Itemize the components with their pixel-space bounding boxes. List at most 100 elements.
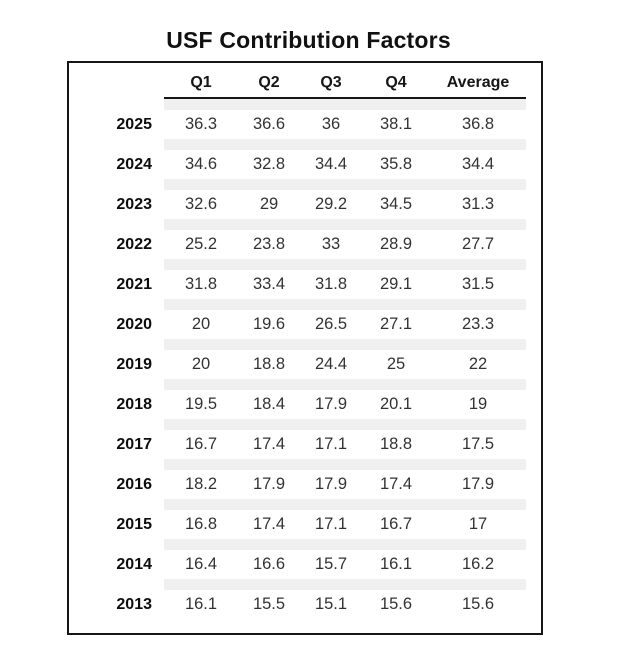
- cell-q3: 36: [321, 115, 341, 133]
- separator-spacer: [69, 419, 164, 430]
- table-container: Q1 Q2 Q3 Q4 Average 2025 36.3 36.6 36 38…: [67, 61, 543, 635]
- separator-spacer: [69, 299, 164, 310]
- table-row: 2023 32.6 29 29.2 34.5 31.3: [69, 190, 526, 219]
- separator-band: [164, 259, 526, 270]
- usf-contribution-table: Q1 Q2 Q3 Q4 Average 2025 36.3 36.6 36 38…: [69, 71, 526, 619]
- cell-q3: 17.1: [314, 515, 348, 533]
- cell-q2: 32.8: [252, 155, 286, 173]
- cell-average: 22: [468, 355, 488, 373]
- row-separator: [69, 499, 526, 510]
- cell-q1: 20: [191, 355, 211, 373]
- cell-q1: 19.5: [184, 395, 218, 413]
- table-row: 2013 16.1 15.5 15.1 15.6 15.6: [69, 590, 526, 619]
- cell-q4: 18.8: [379, 435, 413, 453]
- cell-q1: 34.6: [184, 155, 218, 173]
- table-row: 2018 19.5 18.4 17.9 20.1 19: [69, 390, 526, 419]
- separator-spacer: [69, 259, 164, 270]
- cell-average: 23.3: [461, 315, 495, 333]
- row-separator: [69, 379, 526, 390]
- cell-q1: 36.3: [184, 115, 218, 133]
- row-separator: [69, 179, 526, 190]
- cell-q2: 36.6: [252, 115, 286, 133]
- separator-band: [164, 339, 526, 350]
- cell-q4: 34.5: [379, 195, 413, 213]
- cell-q2: 23.8: [252, 235, 286, 253]
- cell-q1: 16.4: [184, 555, 218, 573]
- cell-average: 31.3: [461, 195, 495, 213]
- table-row: 2021 31.8 33.4 31.8 29.1 31.5: [69, 270, 526, 299]
- table-row: 2022 25.2 23.8 33 28.9 27.7: [69, 230, 526, 259]
- cell-q2: 19.6: [252, 315, 286, 333]
- table-row: 2019 20 18.8 24.4 25 22: [69, 350, 526, 379]
- table-row: 2014 16.4 16.6 15.7 16.1 16.2: [69, 550, 526, 579]
- separator-spacer: [69, 499, 164, 510]
- separator-band: [164, 539, 526, 550]
- row-year-label: 2021: [116, 275, 152, 293]
- cell-q1: 16.1: [184, 595, 218, 613]
- row-year-label: 2020: [116, 315, 152, 333]
- row-separator: [69, 419, 526, 430]
- separator-band: [164, 179, 526, 190]
- separator-spacer: [69, 459, 164, 470]
- cell-average: 34.4: [461, 155, 495, 173]
- cell-q4: 38.1: [379, 115, 413, 133]
- cell-q2: 17.9: [252, 475, 286, 493]
- separator-spacer: [69, 139, 164, 150]
- cell-q3: 17.9: [314, 395, 348, 413]
- separator-spacer: [69, 179, 164, 190]
- row-separator: [69, 339, 526, 350]
- cell-q4: 29.1: [379, 275, 413, 293]
- cell-q3: 17.9: [314, 475, 348, 493]
- separator-band: [164, 459, 526, 470]
- row-year-label: 2022: [116, 235, 152, 253]
- table-header-row: Q1 Q2 Q3 Q4 Average: [69, 71, 526, 99]
- cell-q2: 29: [259, 195, 279, 213]
- cell-q4: 15.6: [379, 595, 413, 613]
- cell-q2: 18.4: [252, 395, 286, 413]
- cell-q2: 17.4: [252, 435, 286, 453]
- table-row: 2017 16.7 17.4 17.1 18.8 17.5: [69, 430, 526, 459]
- cell-q3: 15.7: [314, 555, 348, 573]
- row-separator: [69, 579, 526, 590]
- cell-average: 15.6: [461, 595, 495, 613]
- table-row: 2016 18.2 17.9 17.9 17.4 17.9: [69, 470, 526, 499]
- column-header-q3: Q3: [300, 71, 362, 99]
- cell-q3: 34.4: [314, 155, 348, 173]
- cell-q2: 33.4: [252, 275, 286, 293]
- cell-q1: 16.7: [184, 435, 218, 453]
- cell-q3: 15.1: [314, 595, 348, 613]
- cell-q4: 16.7: [379, 515, 413, 533]
- row-separator: [69, 299, 526, 310]
- cell-q3: 33: [321, 235, 341, 253]
- column-header-q1: Q1: [164, 71, 238, 99]
- separator-band: [164, 139, 526, 150]
- cell-q1: 16.8: [184, 515, 218, 533]
- cell-q1: 25.2: [184, 235, 218, 253]
- separator-spacer: [69, 379, 164, 390]
- cell-average: 31.5: [461, 275, 495, 293]
- row-separator: [69, 539, 526, 550]
- cell-q1: 32.6: [184, 195, 218, 213]
- cell-q4: 27.1: [379, 315, 413, 333]
- cell-q3: 26.5: [314, 315, 348, 333]
- page-title: USF Contribution Factors: [166, 27, 451, 53]
- cell-average: 36.8: [461, 115, 495, 133]
- cell-q4: 17.4: [379, 475, 413, 493]
- cell-average: 17: [468, 515, 488, 533]
- cell-q1: 31.8: [184, 275, 218, 293]
- row-year-label: 2025: [116, 115, 152, 133]
- separator-band: [164, 219, 526, 230]
- row-year-label: 2015: [116, 515, 152, 533]
- cell-q1: 18.2: [184, 475, 218, 493]
- separator-spacer: [69, 339, 164, 350]
- separator-band: [164, 499, 526, 510]
- cell-q2: 16.6: [252, 555, 286, 573]
- cell-q4: 35.8: [379, 155, 413, 173]
- row-year-label: 2018: [116, 395, 152, 413]
- row-year-label: 2023: [116, 195, 152, 213]
- separator-band: [164, 299, 526, 310]
- row-year-label: 2019: [116, 355, 152, 373]
- cell-q2: 17.4: [252, 515, 286, 533]
- cell-q2: 15.5: [252, 595, 286, 613]
- separator-spacer: [69, 98, 164, 110]
